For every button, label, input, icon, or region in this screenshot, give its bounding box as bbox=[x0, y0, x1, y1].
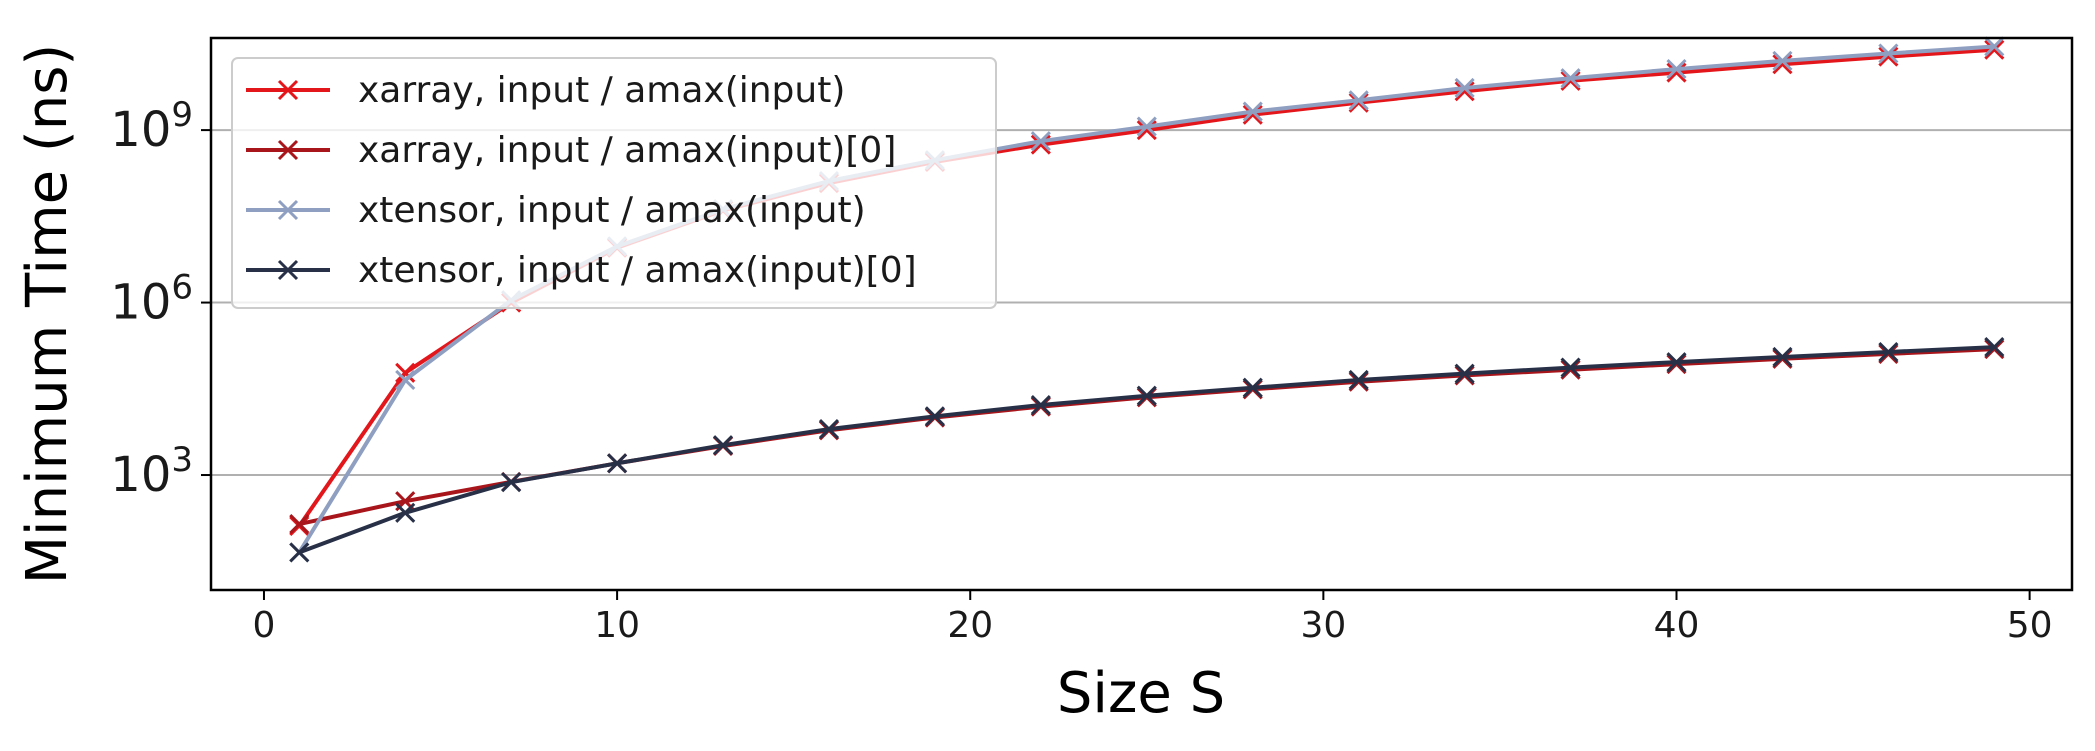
x-tick-label: 20 bbox=[947, 605, 993, 646]
data-point bbox=[1772, 54, 1793, 75]
x-tick-label: 10 bbox=[594, 605, 640, 646]
data-point bbox=[1878, 341, 1899, 363]
data-point bbox=[1454, 77, 1475, 99]
data-point bbox=[1242, 101, 1263, 122]
data-point bbox=[1666, 59, 1687, 80]
legend-label: xarray, input / amax(input) bbox=[358, 70, 845, 111]
data-point bbox=[1984, 39, 2005, 60]
legend-marker bbox=[277, 259, 299, 281]
data-point bbox=[1878, 43, 1899, 64]
data-point bbox=[395, 369, 416, 391]
legend-item: xarray, input / amax(input)[0] bbox=[246, 130, 896, 171]
x-axis-label: Size S bbox=[1057, 661, 1225, 726]
data-point bbox=[1454, 81, 1475, 102]
data-point bbox=[1136, 116, 1157, 137]
data-point bbox=[712, 435, 734, 456]
legend-item: xarray, input / amax(input) bbox=[246, 70, 845, 111]
data-point bbox=[1454, 363, 1475, 384]
legend-label: xtensor, input / amax(input)[0] bbox=[358, 250, 917, 291]
data-point bbox=[395, 502, 416, 523]
legend-label: xtensor, input / amax(input) bbox=[358, 190, 866, 231]
plot-frame bbox=[209, 36, 2074, 592]
data-point bbox=[289, 514, 310, 535]
data-point bbox=[1030, 394, 1051, 416]
data-point bbox=[1242, 104, 1263, 125]
legend-marker bbox=[277, 139, 299, 161]
data-point bbox=[1348, 90, 1369, 111]
legend-item: xtensor, input / amax(input) bbox=[246, 190, 866, 231]
data-point bbox=[501, 472, 522, 493]
legend-marker bbox=[277, 79, 299, 101]
data-point bbox=[1666, 62, 1687, 83]
legend: xarray, input / amax(input) xarray, input… bbox=[231, 57, 997, 309]
y-axis-label: Minimum Time (ns) bbox=[15, 44, 80, 585]
legend-box bbox=[231, 57, 997, 309]
legend-marker bbox=[277, 199, 299, 221]
data-point bbox=[1772, 346, 1793, 368]
data-point bbox=[1348, 92, 1369, 113]
x-tick-label: 50 bbox=[2007, 605, 2053, 646]
data-point bbox=[1348, 369, 1369, 391]
x-tick-label: 40 bbox=[1654, 605, 1700, 646]
data-point bbox=[1560, 70, 1581, 91]
y-axis: 103 106 109 bbox=[110, 95, 211, 503]
y-tick-label: 103 bbox=[110, 440, 193, 503]
data-point bbox=[607, 453, 628, 474]
legend-label: xarray, input / amax(input)[0] bbox=[358, 130, 896, 171]
data-point bbox=[1772, 50, 1793, 71]
data-point bbox=[1560, 357, 1581, 378]
series-4 bbox=[289, 337, 2005, 563]
data-point bbox=[395, 362, 416, 383]
x-axis: 0 10 20 30 40 50 bbox=[253, 590, 2053, 646]
data-point bbox=[1136, 385, 1157, 406]
x-tick-label: 30 bbox=[1300, 605, 1346, 646]
data-point bbox=[818, 419, 840, 440]
y-tick-label: 106 bbox=[110, 268, 193, 331]
y-tick-label: 109 bbox=[110, 95, 193, 158]
data-point bbox=[289, 542, 310, 563]
data-point bbox=[1242, 377, 1263, 398]
data-point bbox=[1984, 337, 2005, 358]
data-point bbox=[1560, 68, 1581, 89]
data-point bbox=[1666, 352, 1687, 373]
data-point bbox=[924, 406, 945, 427]
x-tick-label: 0 bbox=[253, 605, 276, 646]
data-point bbox=[1878, 46, 1899, 67]
legend-item: xtensor, input / amax(input)[0] bbox=[246, 250, 917, 291]
data-point bbox=[1984, 36, 2005, 57]
data-point bbox=[1030, 131, 1051, 152]
